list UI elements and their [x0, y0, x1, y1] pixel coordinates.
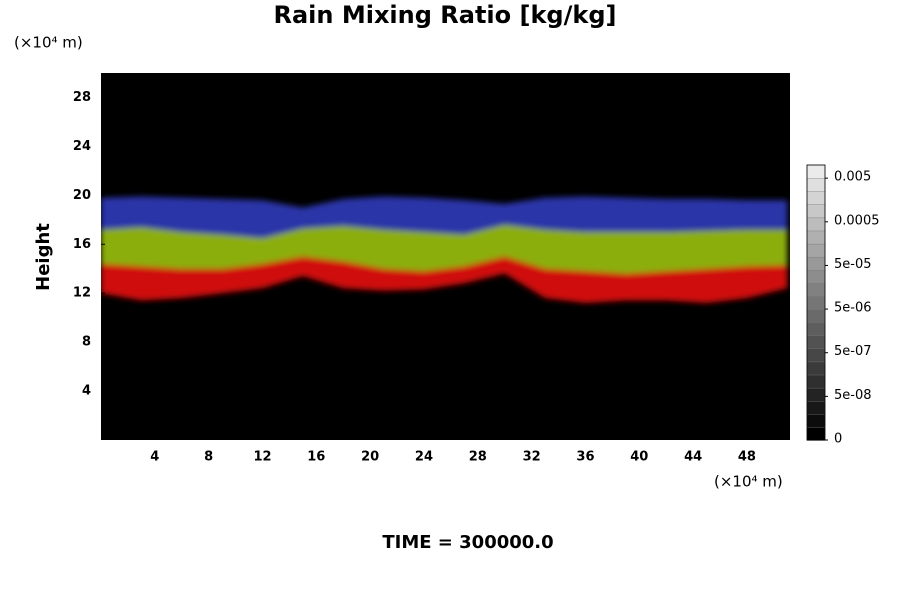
- layer: [101, 224, 788, 274]
- colorbar-band: [806, 256, 826, 271]
- colorbar-tick-label: 0.005: [834, 170, 871, 185]
- x-tick-label: 24: [415, 450, 433, 465]
- colorbar-tick-label: 5e-05: [834, 257, 872, 272]
- colorbar-tick-label: 5e-08: [834, 388, 872, 403]
- y-tick-label: 4: [82, 384, 91, 399]
- colorbar-band: [806, 413, 826, 428]
- x-tick-label: 12: [253, 450, 271, 465]
- y-tick-label: 8: [82, 335, 91, 350]
- colorbar-band: [806, 374, 826, 389]
- x-tick-label: 4: [150, 450, 159, 465]
- x-tick-label: 20: [361, 450, 379, 465]
- y-tick-label: 24: [73, 139, 91, 154]
- field: [101, 196, 788, 303]
- x-tick-label: 48: [738, 450, 756, 465]
- y-unit: (×10⁴ m): [14, 34, 83, 52]
- layer: [101, 196, 788, 239]
- colorbar-band: [806, 295, 826, 310]
- x-tick-label: 36: [576, 450, 594, 465]
- colorbar-band: [806, 282, 826, 297]
- colorbar-band: [806, 204, 826, 219]
- colorbar-band: [806, 426, 826, 441]
- colorbar-band: [806, 335, 826, 350]
- colorbar-tick-label: 5e-06: [834, 301, 872, 316]
- colorbar-band: [806, 321, 826, 336]
- y-tick-label: 28: [73, 90, 91, 105]
- x-tick-label: 16: [307, 450, 325, 465]
- colorbar-tick-label: 5e-07: [834, 344, 872, 359]
- colorbar-band: [806, 190, 826, 205]
- chart-title: Rain Mixing Ratio [kg/kg]: [274, 1, 617, 29]
- x-tick-label: 32: [523, 450, 541, 465]
- x-tick-label: 8: [204, 450, 213, 465]
- colorbar-band: [806, 164, 826, 179]
- colorbar-band: [806, 400, 826, 415]
- colorbar-band: [806, 308, 826, 323]
- colorbar-tick-label: 0: [834, 432, 842, 447]
- layer: [101, 256, 788, 303]
- colorbar-band: [806, 387, 826, 402]
- colorbar-band: [806, 269, 826, 284]
- x-unit: (×10⁴ m): [714, 473, 783, 491]
- y-axis-label: Height: [33, 223, 54, 291]
- x-tick-label: 44: [684, 450, 702, 465]
- footer: TIME = 300000.0: [382, 532, 553, 553]
- x-tick-label: 28: [469, 450, 487, 465]
- colorbar-band: [806, 177, 826, 192]
- colorbar-band: [806, 348, 826, 363]
- y-tick-label: 12: [73, 286, 91, 301]
- colorbar-band: [806, 361, 826, 376]
- y-tick-label: 20: [73, 188, 91, 203]
- field-layers: [101, 196, 788, 303]
- colorbar-frame: [806, 164, 826, 441]
- colorbar-band: [806, 243, 826, 258]
- colorbar-band: [806, 217, 826, 232]
- y-tick-label: 16: [73, 237, 91, 252]
- colorbar-tick-label: 0.0005: [834, 213, 880, 228]
- colorbar-band: [806, 230, 826, 245]
- x-tick-label: 40: [630, 450, 648, 465]
